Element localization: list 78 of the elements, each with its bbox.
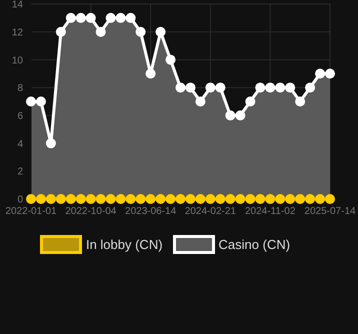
- point: [315, 194, 326, 204]
- point: [265, 194, 276, 204]
- point: [66, 194, 76, 204]
- point: [325, 68, 335, 79]
- y-tick-label: 10: [12, 55, 24, 66]
- point: [66, 12, 76, 23]
- point: [96, 194, 106, 204]
- point: [176, 194, 186, 204]
- point: [285, 194, 296, 204]
- point: [116, 194, 126, 204]
- point: [76, 12, 86, 23]
- point: [315, 68, 326, 79]
- y-tick-label: 8: [17, 83, 24, 94]
- point: [136, 194, 146, 204]
- point: [215, 82, 226, 93]
- point: [195, 96, 206, 106]
- point: [305, 194, 316, 204]
- point: [285, 82, 296, 93]
- point: [56, 26, 66, 37]
- point: [146, 194, 156, 204]
- point: [156, 26, 166, 37]
- point: [106, 194, 116, 204]
- x-tick-label: 2022-10-04: [65, 206, 117, 218]
- y-tick-label: 14: [12, 0, 24, 11]
- point: [215, 194, 226, 204]
- point: [245, 194, 256, 204]
- point: [126, 194, 136, 204]
- point: [36, 96, 46, 106]
- point: [36, 194, 46, 204]
- point: [86, 194, 96, 204]
- y-tick-label: 0: [17, 194, 24, 206]
- point: [136, 26, 146, 37]
- point: [26, 96, 36, 106]
- point: [166, 194, 176, 204]
- y-tick-label: 6: [17, 110, 24, 122]
- point: [56, 194, 66, 204]
- point: [46, 138, 56, 148]
- point: [76, 194, 86, 204]
- point: [295, 96, 306, 106]
- point: [106, 12, 116, 23]
- point: [195, 194, 206, 204]
- point: [275, 194, 286, 204]
- point: [176, 82, 186, 93]
- point: [235, 194, 246, 204]
- point: [295, 194, 306, 204]
- point: [185, 82, 196, 93]
- point: [225, 110, 236, 120]
- point: [26, 194, 36, 204]
- x-tick-label: 2025-07-14: [304, 206, 356, 218]
- legend-label: In lobby (CN): [84, 236, 163, 254]
- point: [305, 82, 316, 93]
- point: [255, 82, 266, 93]
- x-tick-label: 2024-11-02: [244, 206, 296, 218]
- point: [205, 82, 216, 93]
- point: [156, 194, 166, 204]
- point: [205, 194, 216, 204]
- point: [255, 194, 266, 204]
- x-tick-label: 2024-02-21: [184, 206, 236, 218]
- point: [166, 54, 176, 65]
- point: [116, 12, 126, 23]
- point: [126, 12, 136, 23]
- y-tick-label: 12: [12, 27, 24, 38]
- y-tick-label: 2: [17, 166, 24, 178]
- point: [245, 96, 256, 106]
- x-tick-label: 2022-01-01: [5, 206, 58, 218]
- point: [235, 110, 246, 120]
- point: [146, 68, 156, 79]
- point: [225, 194, 236, 204]
- legend-label: Casino (CN): [218, 236, 290, 254]
- point: [86, 12, 96, 23]
- x-tick-label: 2023-06-14: [125, 206, 177, 218]
- point: [265, 82, 276, 93]
- point: [275, 82, 286, 93]
- point: [96, 26, 106, 37]
- point: [185, 194, 196, 204]
- y-tick-label: 4: [17, 138, 24, 150]
- point: [325, 194, 335, 204]
- point: [46, 194, 56, 204]
